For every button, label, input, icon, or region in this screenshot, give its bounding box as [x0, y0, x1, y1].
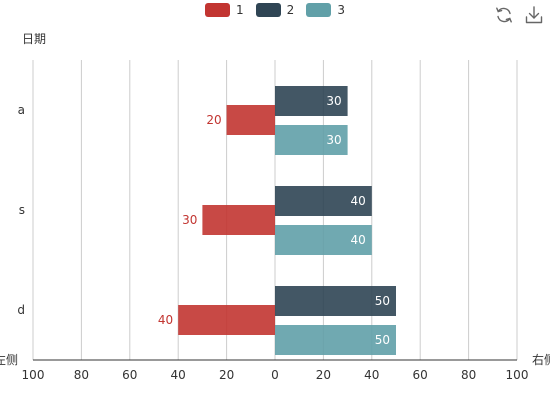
x-axis-name-left: 左侧: [0, 352, 18, 367]
download-icon[interactable]: [524, 5, 544, 25]
category-label: a: [18, 103, 25, 117]
legend-swatch-series-1: [205, 3, 231, 17]
x-tick-label: 20: [219, 368, 234, 382]
refresh-icon[interactable]: [494, 5, 514, 25]
data-label: 20: [206, 113, 221, 127]
bar-series-2-d: [275, 286, 396, 316]
x-tick-label: 20: [316, 368, 331, 382]
y-axis-name: 日期: [22, 32, 46, 46]
legend-swatch-series-2: [255, 3, 281, 17]
x-tick-label: 80: [461, 368, 476, 382]
legend-label-series-1: 1: [236, 3, 244, 17]
bar-series-1-d: [178, 305, 275, 335]
legend-label-series-3: 3: [337, 3, 345, 17]
x-tick-label: 60: [122, 368, 137, 382]
x-tick-label: 60: [413, 368, 428, 382]
x-tick-label: 80: [74, 368, 89, 382]
bar-series-2-s: [275, 186, 372, 216]
legend: 1 2 3: [0, 3, 550, 17]
legend-label-series-2: 2: [286, 3, 295, 17]
bar-series-3-d: [275, 325, 396, 355]
x-tick-label: 100: [506, 368, 529, 382]
bar-series-2-a: [275, 86, 348, 116]
x-tick-label: 40: [171, 368, 186, 382]
x-tick-label: 100: [22, 368, 45, 382]
category-label: s: [19, 203, 25, 217]
bar-series-1-a: [226, 105, 275, 135]
x-axis-name-right: 右侧: [532, 352, 550, 367]
x-tick-label: 0: [271, 368, 279, 382]
legend-item-series-2[interactable]: 2: [255, 3, 295, 17]
x-tick-label: 40: [364, 368, 379, 382]
legend-swatch-series-3: [306, 3, 332, 17]
bar-series-1-s: [202, 205, 275, 235]
legend-item-series-1[interactable]: 1: [205, 3, 244, 17]
data-label: 30: [326, 94, 341, 108]
bar-series-3-s: [275, 225, 372, 255]
data-label: 30: [182, 213, 197, 227]
bar-series-3-a: [275, 125, 348, 155]
data-label: 30: [326, 133, 341, 147]
category-label: d: [17, 303, 25, 317]
data-label: 50: [375, 333, 390, 347]
legend-item-series-3[interactable]: 3: [306, 3, 345, 17]
data-label: 40: [351, 194, 366, 208]
data-label: 40: [351, 233, 366, 247]
toolbox: [494, 5, 544, 25]
data-label: 50: [375, 294, 390, 308]
data-label: 40: [158, 313, 173, 327]
